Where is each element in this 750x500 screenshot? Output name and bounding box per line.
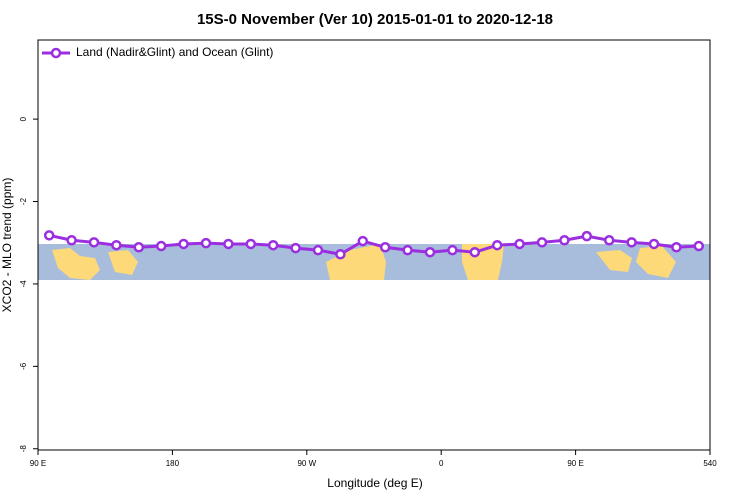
point: [402, 244, 413, 256]
point: [178, 238, 189, 250]
y-tick-label: -8: [19, 445, 28, 453]
point: [469, 246, 481, 258]
point: [335, 249, 346, 260]
y-tick-label: 0: [19, 116, 28, 121]
x-tick-label: 180: [166, 459, 180, 468]
x-tick-label: 90 W: [297, 459, 316, 468]
point: [536, 237, 548, 248]
point: [648, 238, 660, 250]
legend-label: Land (Nadir&Glint) and Ocean (Glint): [76, 45, 273, 59]
legend-marker: [50, 47, 62, 59]
y-tick-label: -2: [19, 197, 28, 205]
point: [379, 242, 391, 253]
point: [111, 239, 122, 251]
point: [88, 237, 100, 248]
point: [626, 237, 637, 248]
point: [693, 240, 705, 252]
point: [357, 235, 369, 247]
y-tick-label: -4: [19, 280, 28, 288]
point: [66, 235, 77, 246]
map-background: [38, 244, 710, 280]
point: [312, 244, 324, 256]
plot-frame: [37, 39, 711, 451]
point: [581, 230, 593, 242]
point: [245, 238, 257, 250]
x-tick-label: 90 E: [567, 459, 583, 468]
point: [559, 235, 570, 246]
point: [223, 238, 234, 250]
point: [43, 230, 55, 241]
y-axis-label: XCO2 - MLO trend (ppm): [0, 178, 14, 313]
point: [671, 242, 682, 253]
point: [290, 242, 301, 254]
chart-title: 15S-0 November (Ver 10) 2015-01-01 to 20…: [197, 11, 553, 28]
point: [267, 239, 279, 251]
x-tick-label: 90 E: [30, 459, 46, 468]
point: [514, 238, 525, 250]
point: [447, 244, 458, 256]
point: [155, 240, 167, 252]
point: [200, 237, 212, 249]
x-tick-label: 0: [439, 459, 444, 468]
point: [603, 235, 615, 246]
y-tick-label: -6: [19, 362, 28, 370]
point: [133, 242, 145, 253]
point: [491, 239, 503, 251]
x-tick-label: 540: [703, 459, 717, 468]
x-axis-label: Longitude (deg E): [327, 476, 422, 490]
point: [424, 246, 436, 258]
